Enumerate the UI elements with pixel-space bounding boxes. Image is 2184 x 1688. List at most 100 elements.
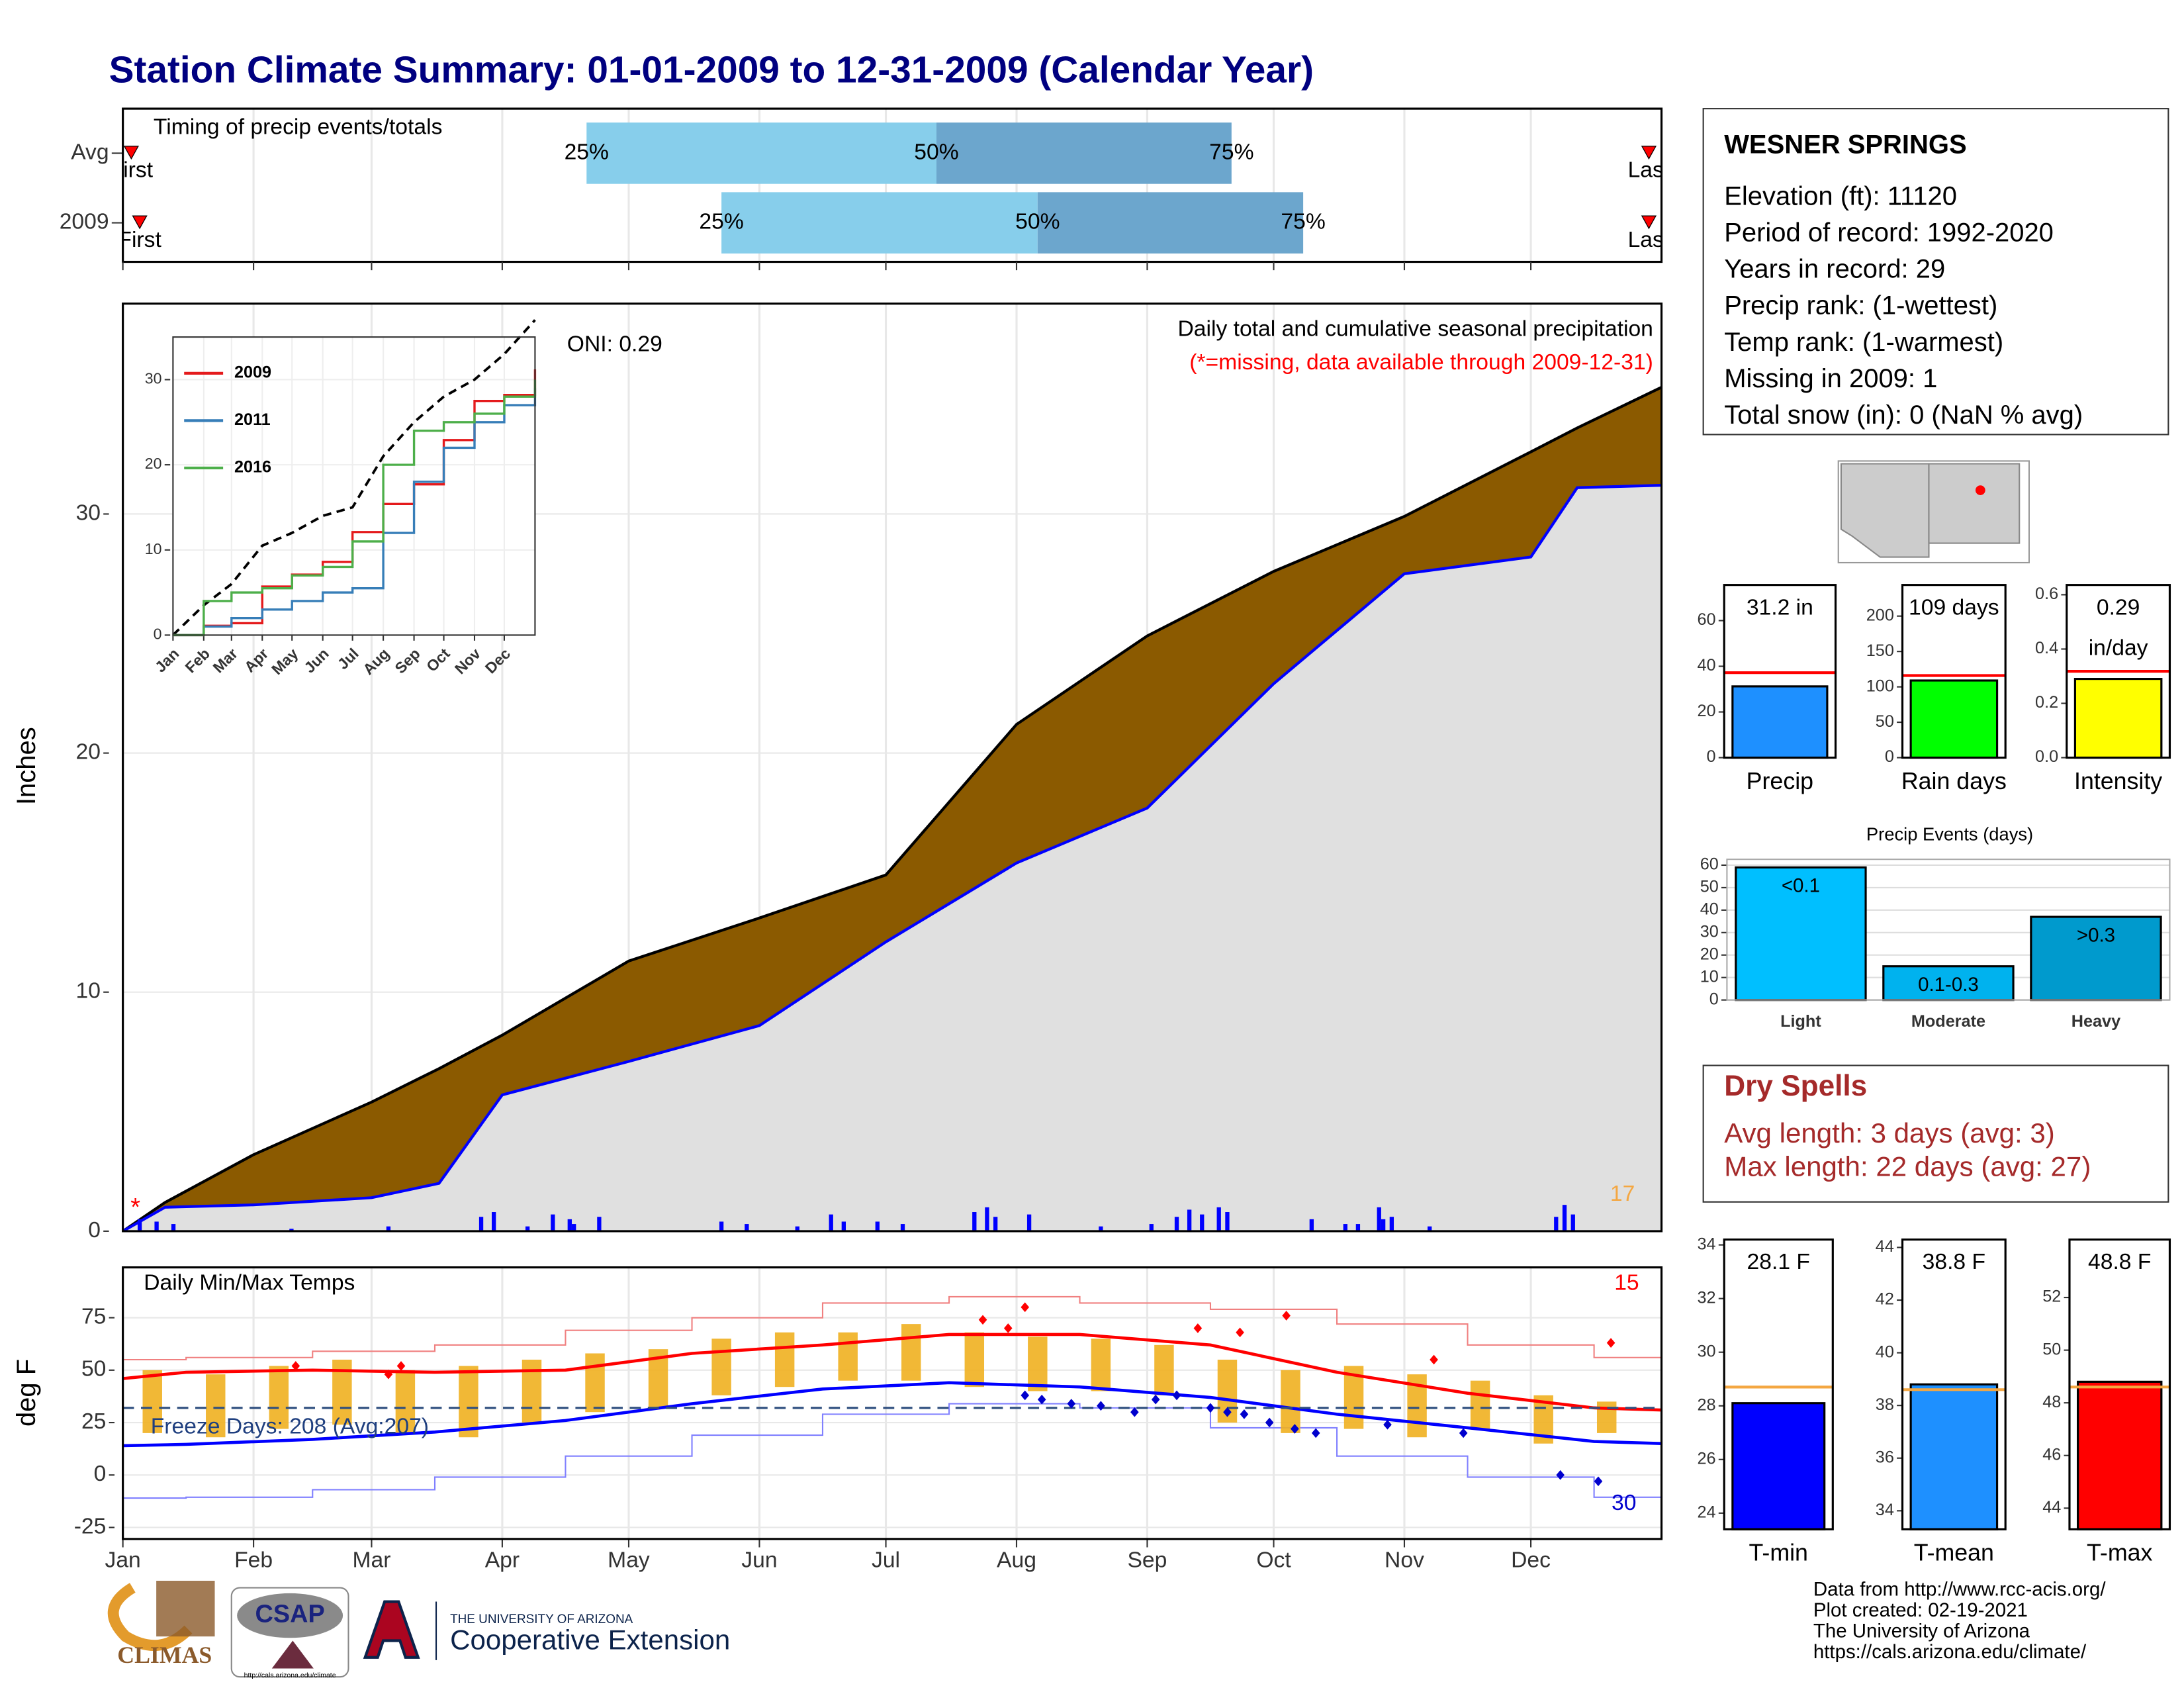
unit-label: in/day	[2089, 635, 2148, 660]
count-label: 17	[1610, 1182, 1635, 1206]
x-tick-label: Nov	[1385, 1548, 1424, 1572]
daily-precip-bar	[1174, 1217, 1179, 1231]
y-tick-label: 24	[1697, 1503, 1715, 1522]
y-tick-label: 10	[1700, 967, 1719, 986]
bar	[2030, 915, 2162, 1002]
x-tick-label: Precip	[1747, 768, 1813, 794]
stat-panel	[2069, 1380, 2170, 1530]
daily-temp-bar	[1028, 1336, 1048, 1391]
y-tick-label: 34	[1876, 1501, 1894, 1519]
y-tick-label: 0.0	[2035, 747, 2058, 766]
csap-text: CSAP	[255, 1601, 325, 1628]
daily-precip-bar	[719, 1221, 724, 1231]
panel-frame	[122, 303, 1663, 1233]
x-tick-label: Aug	[997, 1548, 1036, 1572]
record-marker	[1291, 1424, 1299, 1434]
record-marker	[1130, 1407, 1139, 1417]
x-tick-label: Moderate	[1911, 1012, 1985, 1031]
station-info: Precip rank: (1-wettest)	[1724, 291, 1997, 320]
row-label: 2009	[60, 210, 109, 234]
daily-temp-bar	[206, 1374, 226, 1438]
record-marker	[1240, 1409, 1249, 1419]
y-tick-label: 38	[1876, 1395, 1894, 1414]
cumulative-area	[122, 485, 1662, 1231]
daily-temp-bar	[1470, 1380, 1490, 1429]
y-tick-label: 50	[2042, 1340, 2061, 1358]
y-tick-label: 0	[94, 1462, 107, 1486]
y-tick-label: 200	[1866, 606, 1894, 624]
ua-text: THE UNIVERSITY OF ARIZONA	[450, 1613, 633, 1626]
cumulative-line	[122, 386, 1662, 1231]
climas-text: CLIMAS	[117, 1642, 212, 1668]
y-tick-label: 10	[76, 979, 101, 1004]
record-marker	[1021, 1390, 1030, 1401]
daily-temp-bar	[269, 1366, 289, 1429]
x-tick-label: Jul	[872, 1548, 900, 1572]
station-box	[1702, 108, 2169, 436]
y-tick-label: 30	[145, 370, 162, 387]
freeze-label: Freeze Days: 208 (Avg:207)	[151, 1414, 429, 1438]
y-tick-label: 20	[76, 740, 101, 765]
quantile-bar	[1037, 192, 1304, 254]
daily-temp-bar	[901, 1324, 921, 1381]
record-marker	[1172, 1390, 1181, 1401]
daily-precip-bar	[1200, 1214, 1205, 1231]
record-marker	[1594, 1476, 1603, 1487]
x-tick-label: Light	[1780, 1012, 1821, 1031]
inset-frame	[172, 336, 536, 636]
y-tick-label: 46	[2042, 1445, 2061, 1464]
count-label: 15	[1614, 1271, 1639, 1295]
x-tick-label: Mar	[352, 1548, 390, 1572]
y-tick-label: 32	[1697, 1288, 1715, 1307]
panel-frame	[1726, 859, 2171, 1001]
daily-temp-bar	[1281, 1370, 1300, 1433]
panel-frame	[2066, 584, 2171, 759]
footer-line: https://cals.arizona.edu/climate/	[1813, 1641, 2087, 1663]
footer-line: Plot created: 02-19-2021	[1813, 1599, 2028, 1621]
daily-precip-bar	[1570, 1214, 1575, 1231]
record-marker	[1311, 1428, 1320, 1438]
y-tick-label: 50	[1700, 878, 1719, 896]
y-tick-label: 0	[154, 626, 162, 643]
daily-precip-bar	[972, 1212, 977, 1231]
daily-precip-bar	[993, 1217, 998, 1231]
annotation-note: (*=missing, data available through 2009-…	[1189, 350, 1653, 375]
oni-label: ONI: 0.29	[567, 332, 662, 357]
station-info: Temp rank: (1-warmest)	[1724, 328, 2003, 357]
y-tick-label: 52	[2042, 1288, 2061, 1306]
value-label: 28.1 F	[1747, 1250, 1810, 1274]
x-tick-label: Sep	[1127, 1548, 1167, 1572]
x-tick-label: Feb	[234, 1548, 273, 1572]
x-tick-label: Intensity	[2074, 768, 2162, 794]
daily-temp-bar	[711, 1338, 731, 1395]
panel-frame	[1723, 584, 1837, 759]
y-tick-label: 20	[145, 455, 162, 472]
panel-title: Daily Min/Max Temps	[144, 1271, 355, 1295]
annotation: Daily total and cumulative seasonal prec…	[1177, 317, 1653, 342]
y-tick-label: 75	[81, 1305, 106, 1329]
events-panel: <0.1 0.1-0.3 >0.3	[1727, 859, 2170, 1002]
bar-value-label: >0.3	[2077, 924, 2115, 946]
panel-frame	[1901, 584, 2007, 759]
y-tick-label: 44	[2042, 1498, 2061, 1517]
average-line	[122, 1333, 1662, 1412]
y-tick-label: 150	[1866, 641, 1894, 660]
record-line	[122, 1295, 1662, 1361]
coop-text: Cooperative Extension	[450, 1624, 730, 1656]
daily-precip-bar	[745, 1224, 749, 1231]
bar	[1909, 679, 1999, 759]
count-label: 30	[1612, 1491, 1636, 1515]
record-marker	[978, 1315, 987, 1325]
daily-precip-bar	[1225, 1212, 1230, 1231]
station-info: Missing in 2009: 1	[1724, 364, 1937, 393]
y-axis-label: Inches	[12, 727, 41, 805]
panel-frame	[122, 1266, 1663, 1540]
y-tick-label: 30	[1697, 1342, 1715, 1360]
y-axis-label: deg F	[12, 1359, 41, 1427]
daily-precip-bar	[985, 1207, 989, 1231]
y-tick-label: 0	[88, 1218, 101, 1243]
stat-panel	[1724, 1385, 1833, 1530]
x-tick-label: T-min	[1749, 1539, 1808, 1566]
daily-precip-bar	[795, 1226, 799, 1231]
